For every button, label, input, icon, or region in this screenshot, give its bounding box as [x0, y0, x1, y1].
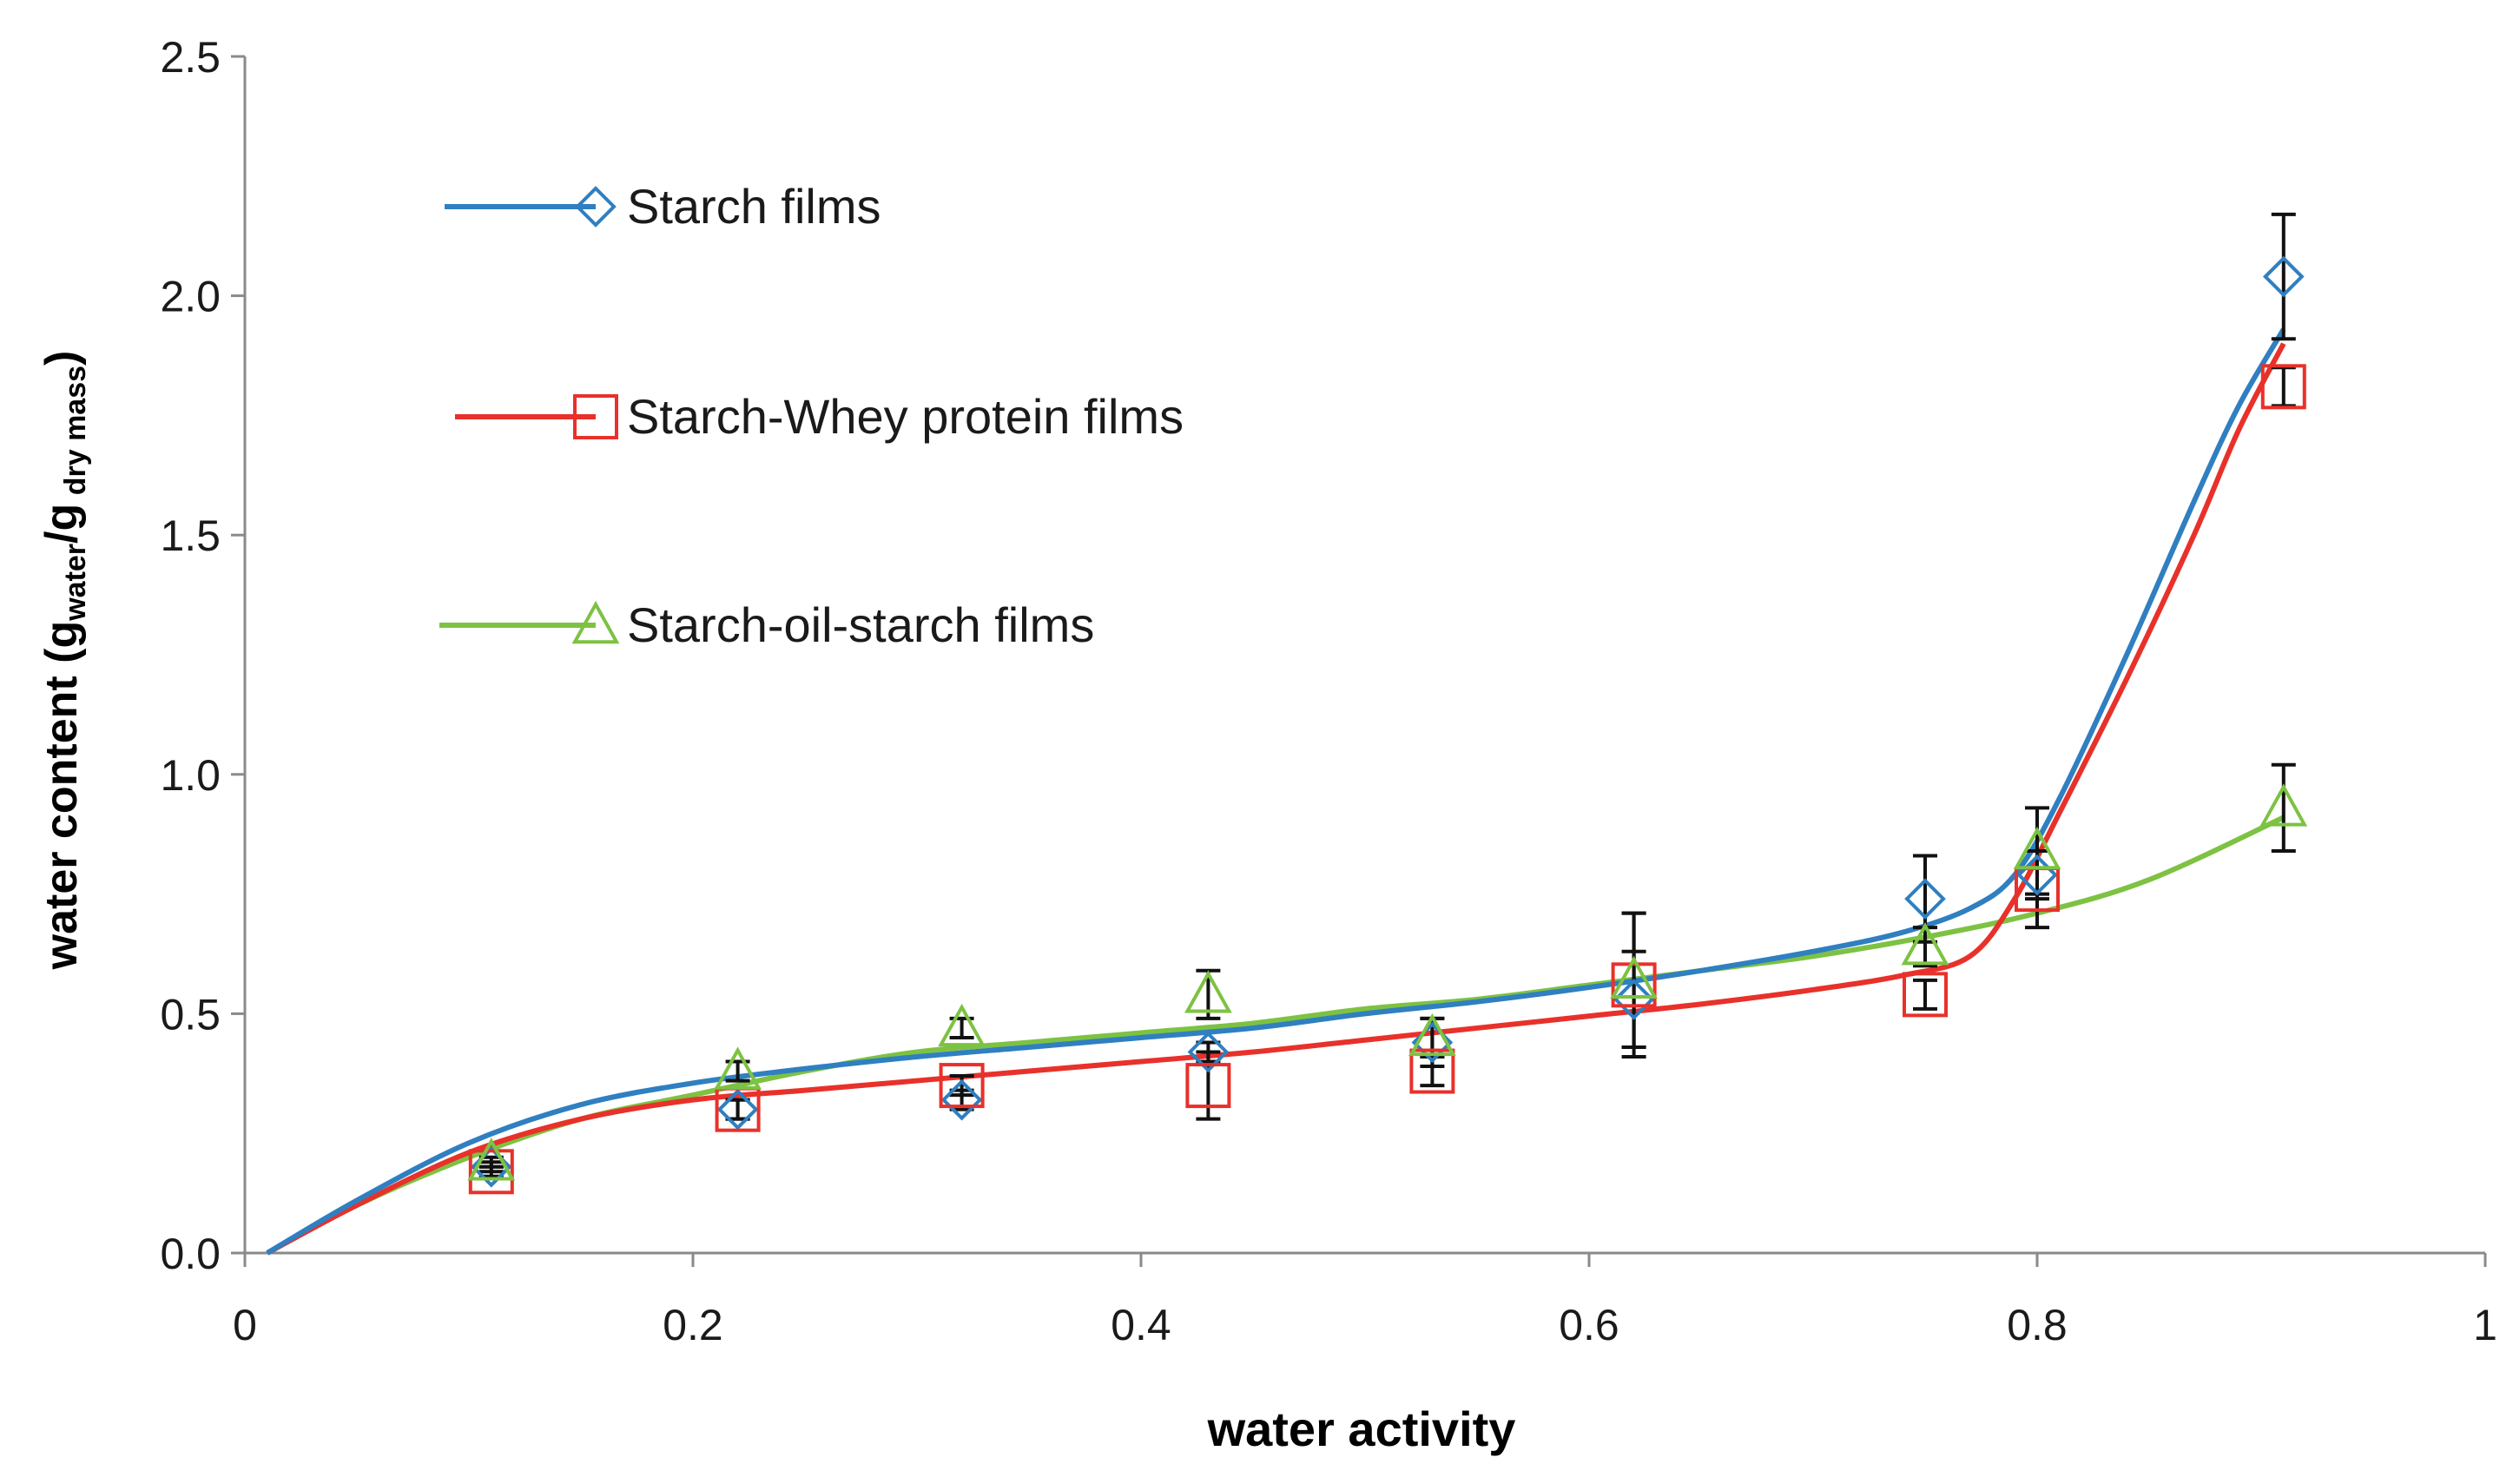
data-point-3 — [938, 1003, 986, 1047]
data-markers — [467, 255, 2308, 1195]
x-tick-label: 0.6 — [1559, 1301, 1619, 1349]
ticks: 0.0 0.5 1.0 1.5 2.0 2.5 0 0.2 0.4 0.6 0.8 1 — [160, 33, 2497, 1349]
error-bars — [478, 212, 2296, 1178]
data-point-3 — [1901, 922, 1949, 966]
data-point-3 — [2259, 783, 2308, 827]
y-tick-label: 0.0 — [160, 1230, 221, 1278]
axes — [243, 56, 2485, 1255]
x-tick-label: 0.8 — [2007, 1301, 2068, 1349]
legend-label-1: Starch films — [627, 179, 881, 234]
data-point-2 — [468, 1149, 514, 1195]
data-point-3 — [2013, 826, 2061, 870]
x-tick-label: 0.2 — [663, 1301, 723, 1349]
data-point-1 — [1613, 979, 1655, 1020]
fit-curves — [266, 327, 2286, 1256]
data-point-2 — [2260, 364, 2306, 410]
legend-label-3: Starch-oil-starch films — [627, 597, 1094, 652]
x-axis-label: water activity — [1207, 1402, 1516, 1456]
legend-marker-3 — [571, 600, 620, 644]
data-point-1 — [2262, 255, 2305, 298]
data-point-1 — [940, 1078, 983, 1121]
legend-label-2: Starch-Whey protein films — [627, 389, 1184, 444]
y-tick-label: 0.5 — [160, 990, 221, 1039]
legend: Starch films Starch-Whey protein films Sta… — [439, 179, 1184, 652]
y-tick-label: 2.5 — [160, 33, 221, 82]
y-tick-label: 1.5 — [160, 511, 221, 560]
data-point-3 — [467, 1138, 516, 1181]
y-axis-label: water content (gwater/g dry mass) — [36, 351, 92, 971]
data-point-3 — [1408, 1012, 1456, 1057]
data-point-3 — [1184, 970, 1232, 1013]
data-point-3 — [714, 1046, 762, 1090]
data-point-2 — [1903, 972, 1948, 1018]
data-point-1 — [1187, 1031, 1230, 1073]
x-tick-label: 0.4 — [1111, 1301, 1171, 1349]
y-tick-label: 1.0 — [160, 751, 221, 800]
x-tick-label: 1 — [2473, 1301, 2497, 1349]
fit-curve-3 — [266, 815, 2285, 1256]
data-point-2 — [1611, 962, 1657, 1008]
legend-marker-1 — [575, 186, 617, 228]
data-point-1 — [1904, 878, 1946, 920]
fit-curve-1 — [266, 327, 2286, 1256]
data-point-2 — [1409, 1048, 1455, 1094]
x-tick-label: 0 — [233, 1301, 257, 1349]
legend-marker-2 — [573, 394, 618, 439]
data-point-1 — [716, 1088, 759, 1131]
fit-curve-2 — [266, 342, 2286, 1256]
data-point-2 — [1185, 1063, 1231, 1109]
y-tick-label: 2.0 — [160, 273, 221, 321]
data-point-3 — [1610, 955, 1658, 999]
data-point-2 — [939, 1063, 985, 1109]
